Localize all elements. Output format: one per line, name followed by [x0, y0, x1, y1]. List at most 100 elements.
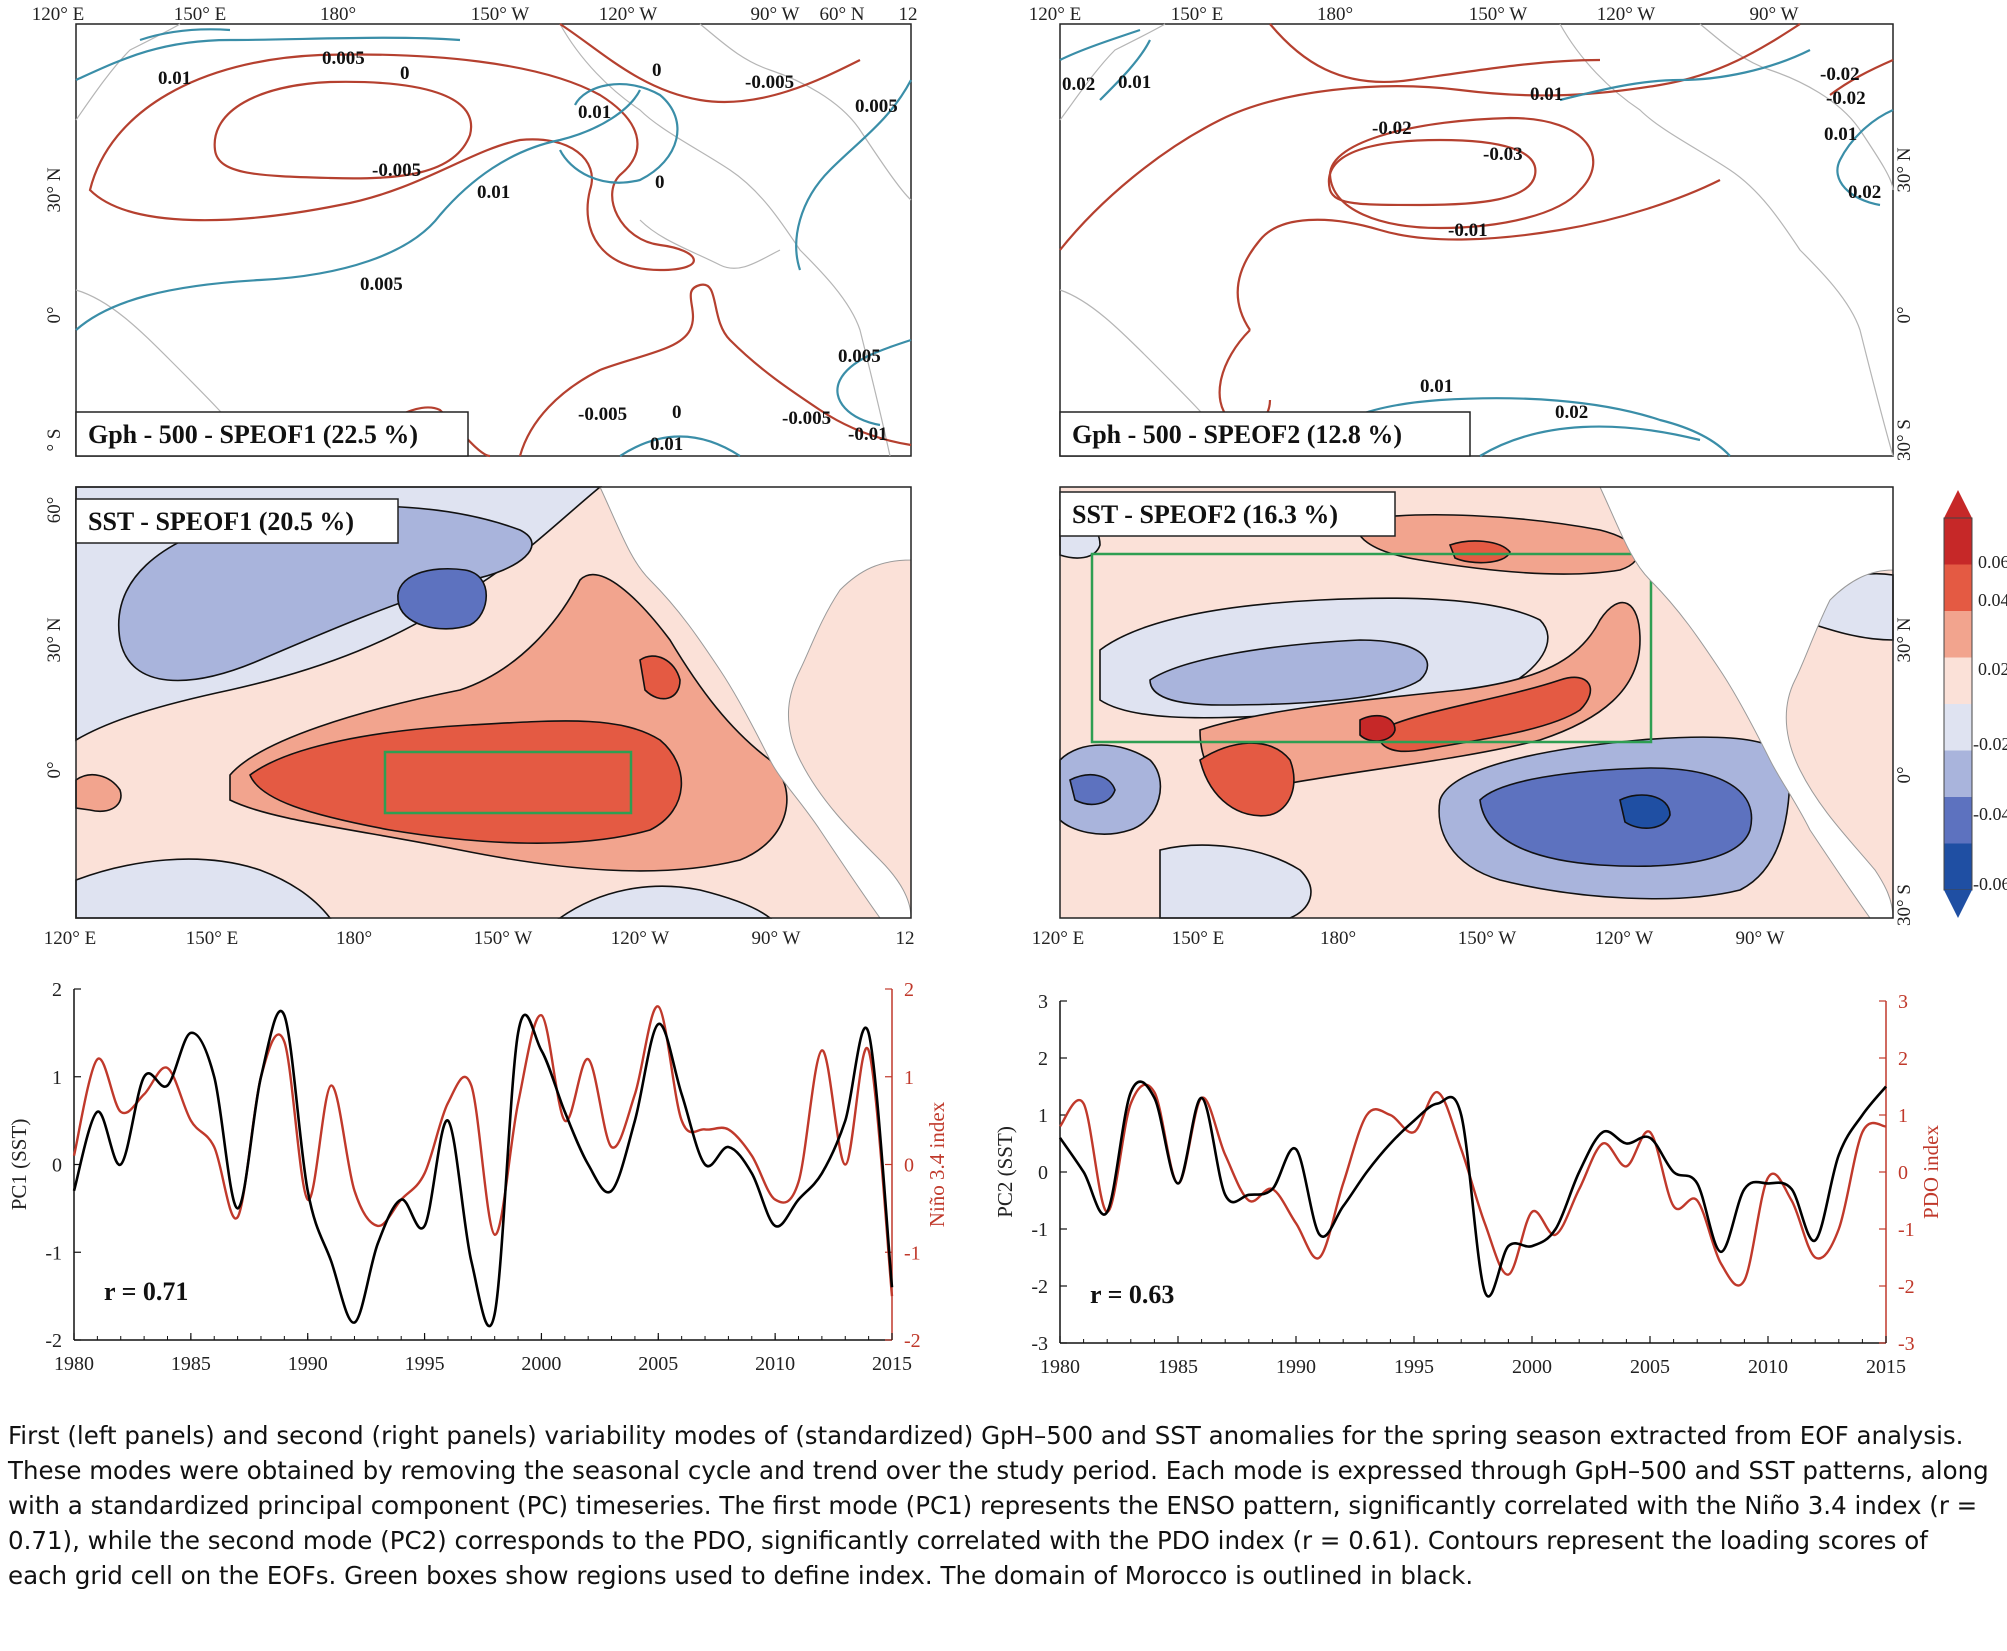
gph1-contour-labels: 0.005 0.01 0 0 -0.005 0.005 -0.005 0.01 …: [158, 48, 898, 455]
contour-label: 0: [652, 60, 662, 81]
lat-tick: 30° N: [44, 617, 65, 662]
y-tick-label: 1: [52, 1067, 62, 1089]
lon-tick: 60° N: [819, 4, 864, 25]
lon-tick: 120° E: [32, 4, 84, 25]
series-line-ni-o-3-4: [72, 1005, 894, 1297]
lat-tick: 0°: [1894, 766, 1915, 783]
lat-ticks-gph2: 30° N 0° 30° S: [1894, 147, 1915, 461]
lon-tick: 180°: [336, 928, 372, 949]
lat-ticks-sst1: 60° 30° N 0°: [44, 497, 65, 779]
lat-tick: 60°: [44, 497, 65, 524]
contour-label: 0.01: [477, 182, 510, 203]
lon-tick: 120° W: [1595, 928, 1654, 949]
lon-tick: 150° W: [471, 4, 530, 25]
colorbar-bottom-arrow: [1944, 890, 1972, 918]
y-right-tick-label: 2: [1898, 1048, 1908, 1070]
lon-tick: 120° E: [1029, 4, 1081, 25]
y-right-tick-label: -2: [904, 1330, 921, 1352]
lat-tick: 0°: [1894, 306, 1915, 323]
y-right-axis-label: PDO index: [1919, 1125, 1943, 1219]
colorbar-segment: [1944, 843, 1972, 891]
lat-tick: 30° N: [44, 167, 65, 212]
contour-label: 0.005: [838, 346, 881, 367]
colorbar-tick: -0.02: [1973, 734, 2007, 754]
contour-label: 0.01: [650, 434, 683, 455]
lon-tick: 90° W: [751, 4, 800, 25]
contour-label: 0.005: [855, 96, 898, 117]
gph2-panel: 0.02 0.01 -0.02 -0.02 0.01 -0.03 -0.01 0…: [1059, 23, 1915, 461]
x-tick-label: 2000: [521, 1353, 561, 1375]
lat-tick: 0°: [44, 761, 65, 778]
y-tick-label: -2: [45, 1330, 62, 1352]
contour-label: 0.01: [1530, 84, 1563, 105]
contour-label: -0.03: [1483, 144, 1523, 165]
x-tick-label: 1995: [1394, 1356, 1434, 1378]
x-tick-label: 1980: [54, 1353, 94, 1375]
contour-label: -0.01: [848, 424, 888, 445]
x-tick-label: 1985: [171, 1353, 211, 1375]
x-tick-label: 1980: [1040, 1356, 1080, 1378]
y-right-tick-label: 1: [1898, 1105, 1908, 1127]
y-right-tick-label: -2: [1898, 1276, 1915, 1298]
contour-label: -0.005: [745, 72, 794, 93]
figure-caption: First (left panels) and second (right pa…: [8, 1421, 1989, 1590]
correlation-annotation: r = 0.71: [104, 1277, 188, 1306]
colorbar-tick: -0.06: [1973, 874, 2007, 894]
y-right-tick-label: -3: [1898, 1333, 1915, 1355]
lon-tick: 150° W: [1469, 4, 1528, 25]
colorbar-tick: 0.06: [1978, 552, 2007, 572]
lon-tick: 150° W: [474, 928, 533, 949]
lon-tick: 150° W: [1458, 928, 1517, 949]
lat-ticks-gph1: 30° N 0° ° S: [44, 167, 65, 451]
y-tick-label: 2: [52, 979, 62, 1001]
series-line-pdo: [1059, 1083, 1887, 1287]
sst2-title-box: SST - SPEOF2 (16.3 %): [1059, 491, 1396, 537]
x-tick-label: 2010: [755, 1353, 795, 1375]
x-tick-label: 2005: [638, 1353, 678, 1375]
y-right-tick-label: 1: [904, 1067, 914, 1089]
contour-label: 0: [400, 63, 410, 84]
contour-label: 0.01: [158, 68, 191, 89]
colorbar-top-arrow: [1944, 490, 1972, 518]
lon-ticks-bottom-right: 120° E 150° E 180° 150° W 120° W 90° W: [1032, 928, 1785, 949]
x-tick-label: 1990: [1276, 1356, 1316, 1378]
x-tick-label: 1995: [405, 1353, 445, 1375]
y-tick-label: -2: [1031, 1276, 1048, 1298]
contour-label: -0.02: [1372, 118, 1412, 139]
y-tick-label: 2: [1038, 1048, 1048, 1070]
y-right-tick-label: -1: [1898, 1219, 1915, 1241]
y-right-tick-label: -1: [904, 1242, 921, 1264]
nino34-box: [383, 750, 633, 815]
lon-tick: 180°: [1317, 4, 1353, 25]
panel-title: Gph - 500 - SPEOF2 (12.8 %): [1072, 420, 1402, 449]
contour-label: 0: [672, 402, 682, 423]
y-tick-label: 0: [1038, 1162, 1048, 1184]
colorbar-tick: 0.02: [1978, 659, 2007, 679]
colorbar-segment: [1944, 750, 1972, 798]
contour-label: 0.01: [1118, 72, 1151, 93]
colorbar-segment: [1944, 518, 1972, 565]
lon-tick: 90° W: [752, 928, 801, 949]
y-right-tick-label: 2: [904, 979, 914, 1001]
contour-label: 0.01: [1824, 124, 1857, 145]
colorbar-tick: -0.04: [1973, 804, 2007, 824]
lat-tick: 30° N: [1894, 617, 1915, 662]
y-axis-label: PC1 (SST): [7, 1119, 31, 1211]
contour-label: 0.02: [1555, 402, 1588, 423]
colorbar: 0.06 0.04 0.02 -0.02 -0.04 -0.06: [1943, 490, 2007, 918]
colorbar-body: [1943, 517, 1973, 891]
y-tick-label: -1: [45, 1242, 62, 1264]
sst1-panel: 60° 30° N 0° SST - SPEOF1 (20.5 %): [44, 486, 912, 919]
colorbar-segment: [1944, 704, 1972, 751]
lon-tick: 150° E: [186, 928, 238, 949]
y-right-tick-label: 0: [1898, 1162, 1908, 1184]
lon-tick: 120° W: [611, 928, 670, 949]
y-tick-label: -1: [1031, 1219, 1048, 1241]
contour-label: 0.02: [1062, 74, 1095, 95]
gph1-panel: 0.005 0.01 0 0 -0.005 0.005 -0.005 0.01 …: [44, 23, 912, 458]
lon-tick: 150° E: [1171, 4, 1223, 25]
correlation-annotation: r = 0.63: [1090, 1280, 1174, 1309]
colorbar-segment: [1944, 611, 1972, 658]
x-tick-label: 2005: [1630, 1356, 1670, 1378]
